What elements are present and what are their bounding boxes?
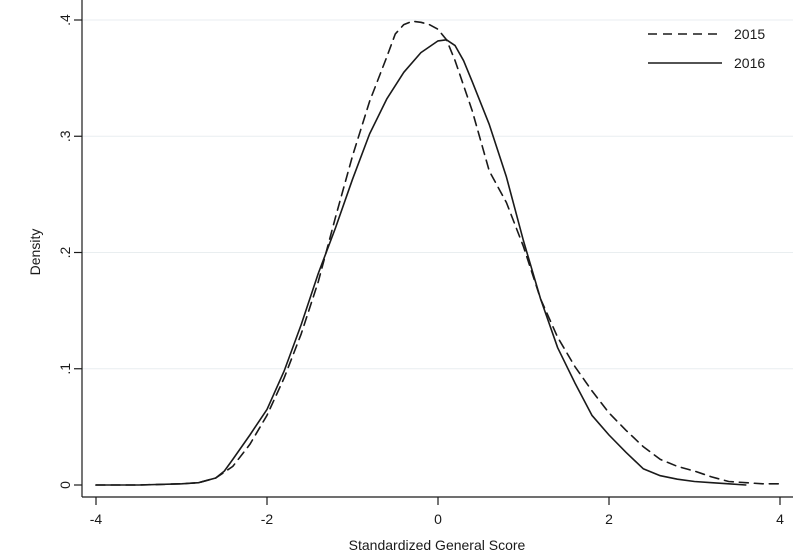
- axes: [81, 0, 793, 498]
- y-axis-title: Density: [27, 229, 43, 276]
- series-lines: [95, 20, 781, 486]
- legend-label-2015: 2015: [734, 26, 765, 42]
- series-line-2015: [95, 20, 781, 486]
- x-tick-label: 2: [605, 511, 613, 527]
- x-tick-label: 4: [776, 511, 784, 527]
- series-line-2016: [95, 38, 747, 486]
- x-tick-label: -4: [90, 511, 103, 527]
- y-tick-label: .4: [57, 14, 73, 26]
- x-tick-label: -2: [261, 511, 274, 527]
- legend: 2015 2016: [648, 26, 765, 71]
- y-tick-label: 0: [57, 481, 73, 489]
- y-tick-label: .1: [57, 363, 73, 375]
- x-tick-label: 0: [434, 511, 442, 527]
- x-axis-title: Standardized General Score: [349, 537, 526, 553]
- y-tick-label: .3: [57, 130, 73, 142]
- gridlines: [82, 19, 793, 370]
- ticks: 0 .1 .2 .3 .4 -4 -2 0 2 4: [57, 14, 784, 527]
- y-tick-label: .2: [57, 246, 73, 258]
- legend-label-2016: 2016: [734, 55, 765, 71]
